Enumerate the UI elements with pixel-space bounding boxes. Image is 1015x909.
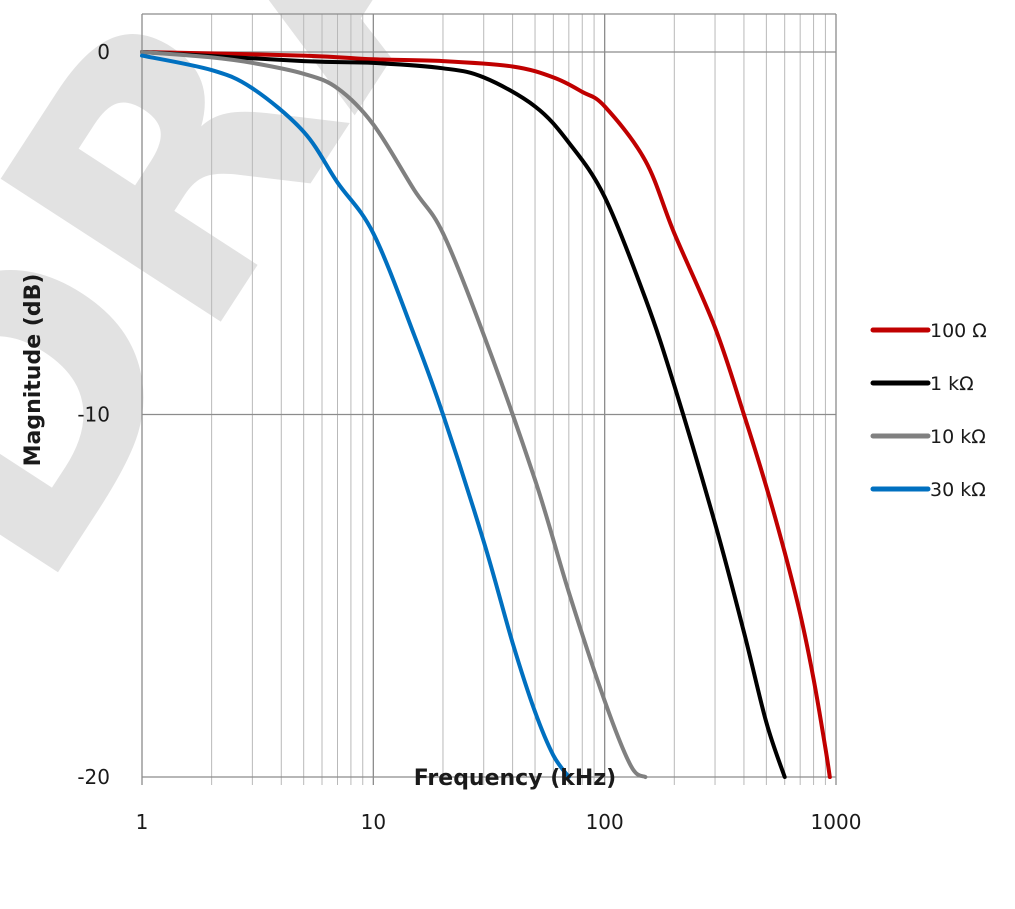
x-tick-label: 100 bbox=[586, 810, 624, 834]
x-tick-label: 1000 bbox=[811, 810, 862, 834]
legend: 100 Ω 1 kΩ 10 kΩ 30 kΩ bbox=[870, 320, 987, 501]
x-tick-label: 10 bbox=[361, 810, 386, 834]
x-axis-title: Frequency (kHz) bbox=[414, 766, 616, 791]
tick-label-layer: 1 10 100 1000 0 -10 -20 bbox=[77, 40, 861, 834]
series-line-2 bbox=[140, 50, 648, 779]
watermark-text: DRAFT bbox=[0, 0, 845, 646]
legend-label: 30 kΩ bbox=[930, 479, 986, 501]
series-line-0 bbox=[140, 50, 832, 779]
legend-label: 100 Ω bbox=[930, 320, 987, 342]
series-line-1 bbox=[140, 50, 787, 779]
legend-label: 1 kΩ bbox=[930, 373, 974, 395]
y-axis-title: Magnitude (dB) bbox=[21, 274, 46, 467]
grid-layer bbox=[141, 13, 837, 785]
x-tick-label: 1 bbox=[136, 810, 149, 834]
legend-label: 10 kΩ bbox=[930, 426, 986, 448]
y-tick-label: -20 bbox=[77, 765, 110, 789]
series-layer bbox=[140, 50, 832, 779]
y-tick-label: -10 bbox=[77, 403, 110, 427]
y-tick-label: 0 bbox=[97, 40, 110, 64]
series-line-3 bbox=[140, 53, 571, 779]
